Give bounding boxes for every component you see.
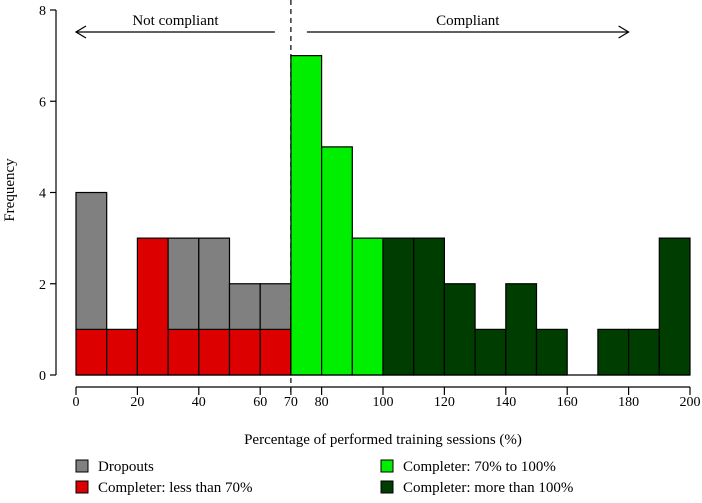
bar-completer-more-than-100-100-110	[382, 237, 415, 376]
legend: Dropouts Completer: less than 70% Complete…	[75, 459, 573, 496]
annotation-layer: Not compliant Compliant	[74, 0, 630, 396]
y-tick-label-4: 4	[39, 187, 46, 202]
bars-layer	[75, 55, 691, 376]
legend-swatch-dropouts	[75, 459, 89, 473]
bar-dropouts-60-70	[259, 283, 292, 330]
bar-completer-less-than-70-20-30	[136, 237, 169, 376]
bar-completer-70-to-100-90-100	[351, 237, 384, 376]
annotation-compliant: Compliant	[436, 13, 500, 29]
bar-completer-less-than-70-60-70	[259, 328, 292, 376]
y-tick-label-2: 2	[39, 278, 46, 293]
legend-swatch-completer-more-than-100	[380, 480, 394, 494]
axes-layer: 0 20 40 60 70 80 100 120 140 160 180 200 0 2 4 6 8	[39, 4, 701, 410]
x-tick-label-160: 160	[557, 395, 578, 410]
x-tick-label-80: 80	[315, 395, 329, 410]
x-tick-label-0: 0	[73, 395, 80, 410]
legend-swatch-completer-less-than-70	[75, 480, 89, 494]
y-axis-label: Frequency	[2, 158, 18, 222]
x-tick-label-20: 20	[130, 395, 144, 410]
bar-dropouts-0-10	[75, 191, 108, 330]
bar-completer-more-than-100-190-200	[658, 237, 691, 376]
y-tick-label-0: 0	[39, 369, 46, 384]
bar-completer-more-than-100-170-180	[597, 328, 630, 376]
arrowhead-compliant	[618, 25, 630, 39]
x-tick-label-100: 100	[373, 395, 394, 410]
y-tick-label-6: 6	[39, 95, 46, 110]
bar-completer-more-than-100-110-120	[413, 237, 446, 376]
x-tick-label-180: 180	[618, 395, 639, 410]
bar-completer-more-than-100-140-150	[505, 283, 538, 376]
bar-completer-70-to-100-80-90	[321, 146, 353, 376]
bar-completer-less-than-70-50-60	[228, 328, 261, 376]
bar-completer-more-than-100-130-140	[474, 328, 507, 376]
x-tick-label-140: 140	[495, 395, 516, 410]
x-tick-label-120: 120	[434, 395, 455, 410]
legend-label-completer-less-than-70: Completer: less than 70%	[98, 480, 253, 496]
x-tick-label-40: 40	[192, 395, 206, 410]
legend-label-completer-more-than-100: Completer: more than 100%	[403, 480, 573, 496]
bar-dropouts-50-60	[228, 283, 261, 330]
legend-label-dropouts: Dropouts	[98, 459, 154, 475]
bar-completer-less-than-70-40-50	[198, 328, 231, 376]
bar-completer-less-than-70-30-40	[167, 328, 200, 376]
bar-completer-70-to-100-70-80	[290, 55, 323, 376]
x-tick-label-60: 60	[253, 395, 267, 410]
x-tick-label-70: 70	[284, 395, 298, 410]
bar-completer-more-than-100-180-190	[627, 328, 660, 376]
x-tick-label-200: 200	[680, 395, 701, 410]
legend-swatch-completer-70-to-100	[380, 459, 394, 473]
y-tick-label-8: 8	[39, 4, 46, 19]
arrowhead-not-compliant	[74, 25, 87, 39]
bar-dropouts-40-50	[198, 237, 231, 330]
x-axis-label: Percentage of performed training session…	[244, 432, 522, 448]
legend-label-completer-70-to-100: Completer: 70% to 100%	[403, 459, 556, 475]
bar-completer-more-than-100-150-160	[535, 328, 568, 376]
annotation-not-compliant: Not compliant	[132, 13, 219, 29]
bar-completer-more-than-100-120-130	[443, 283, 476, 376]
bar-completer-less-than-70-10-20	[106, 328, 138, 376]
bar-dropouts-30-40	[167, 237, 200, 330]
bar-completer-less-than-70-0-10	[75, 328, 108, 376]
